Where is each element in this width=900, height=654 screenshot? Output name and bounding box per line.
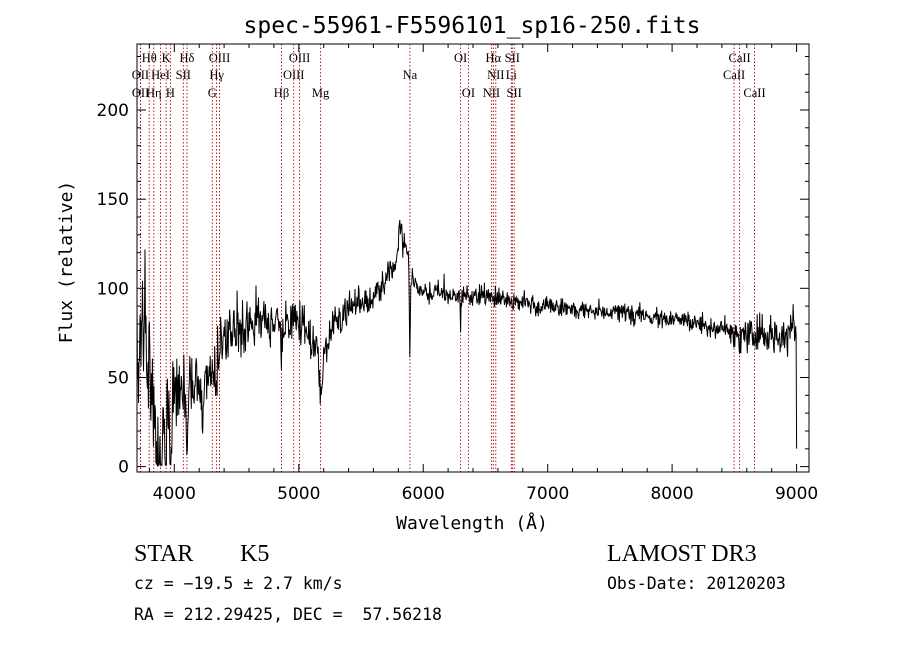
spectral-line-label: NII xyxy=(483,86,500,100)
spectral-line-label: OII xyxy=(132,68,149,82)
spectral-line-label: Hη xyxy=(146,86,162,100)
spectral-line-label: Hδ xyxy=(180,51,195,65)
x-tick-label: 5000 xyxy=(277,484,320,504)
spectral-line-label: Mg xyxy=(312,86,330,100)
x-axis-label: Wavelength (Å) xyxy=(396,512,548,534)
y-axis-label: Flux (relative) xyxy=(56,181,77,344)
spectral-line-label: G xyxy=(208,86,217,100)
spectral-line-label: OIII xyxy=(283,68,305,82)
spectral-line-label: OI xyxy=(454,51,467,65)
y-axis-ticks: 0 50 100 150 200 xyxy=(97,56,809,478)
spectral-line-markers xyxy=(139,44,755,472)
spectral-line-label: OIII xyxy=(209,51,231,65)
spectral-line-label: Hθ xyxy=(142,51,157,65)
spectral-line-label: OI xyxy=(462,86,475,100)
spectral-line-label: Na xyxy=(403,68,418,82)
chart-title: spec-55961-F5596101_sp16-250.fits xyxy=(244,13,701,39)
y-tick-label: 50 xyxy=(107,369,129,389)
y-tick-label: 0 xyxy=(118,458,129,478)
redshift-info: cz = −19.5 ± 2.7 km/s xyxy=(134,574,343,593)
spectral-line-label: Hβ xyxy=(274,86,289,100)
object-class: STAR xyxy=(134,541,193,567)
x-tick-label: 4000 xyxy=(153,484,196,504)
y-tick-label: 150 xyxy=(97,190,129,210)
y-tick-label: 100 xyxy=(97,279,129,299)
spectral-line-label: CaII xyxy=(728,51,750,65)
spectral-line-label: NII xyxy=(487,68,504,82)
x-axis-ticks: 4000 5000 6000 7000 8000 9000 xyxy=(148,44,818,504)
spectrum-line xyxy=(136,219,798,468)
spectral-line-label: OII xyxy=(132,86,149,100)
x-tick-label: 7000 xyxy=(526,484,569,504)
spectral-line-label: K xyxy=(162,51,171,65)
y-tick-label: 200 xyxy=(97,101,129,121)
spectral-line-label: HeI xyxy=(151,68,170,82)
spectral-line-label: SII xyxy=(505,51,520,65)
spectral-line-label: CaII xyxy=(723,68,745,82)
x-tick-label: 6000 xyxy=(402,484,445,504)
spectral-line-label: Hγ xyxy=(209,68,224,82)
spectral-line-label: SII xyxy=(507,86,522,100)
spectral-line-label: Hα xyxy=(486,51,502,65)
spectral-line-label: SII xyxy=(176,68,191,82)
spectral-line-label: Li xyxy=(506,68,518,82)
observation-date: Obs-Date: 20120203 xyxy=(607,574,786,593)
survey-name: LAMOST DR3 xyxy=(607,541,757,567)
spectral-line-label: OIII xyxy=(289,51,311,65)
x-tick-label: 9000 xyxy=(775,484,818,504)
spectral-line-label: CaII xyxy=(743,86,765,100)
spectral-line-label: H xyxy=(166,86,175,100)
x-tick-label: 8000 xyxy=(650,484,693,504)
coordinates: RA = 212.29425, DEC = 57.56218 xyxy=(134,605,442,624)
object-subclass: K5 xyxy=(240,541,269,567)
